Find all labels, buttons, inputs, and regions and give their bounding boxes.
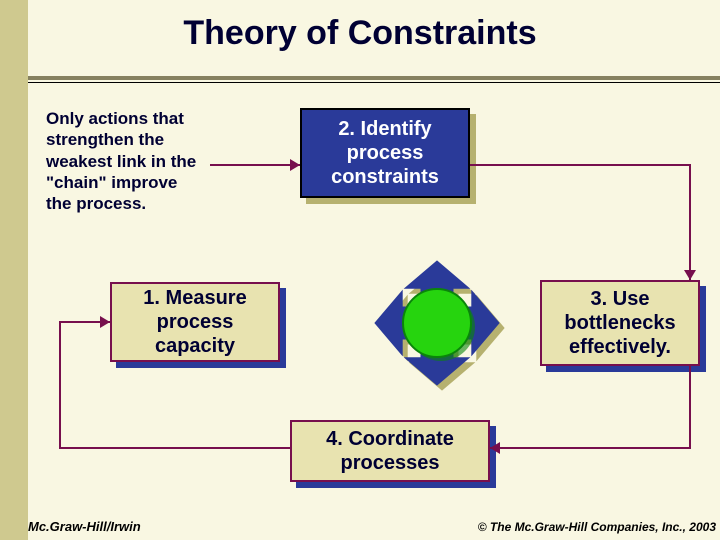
node-2-identify: 2. Identify process constraints	[300, 108, 470, 198]
node-4-label: 4. Coordinate processes	[298, 427, 482, 475]
left-accent-bar	[0, 0, 28, 540]
page-title: Theory of Constraints	[0, 14, 720, 53]
node-1-label: 1. Measure process capacity	[118, 286, 272, 358]
node-4-coordinate: 4. Coordinate processes	[290, 420, 490, 482]
slide: Theory of Constraints Only actions that …	[0, 0, 720, 540]
footer-left: Mc.Graw-Hill/Irwin	[28, 519, 141, 534]
footer-right: © The Mc.Graw-Hill Companies, Inc., 2003	[478, 520, 716, 534]
header-rule-thick	[28, 76, 720, 80]
node-2-label: 2. Identify process constraints	[308, 117, 462, 189]
node-3-label: 3. Use bottlenecks effectively.	[548, 287, 692, 359]
node-3-bottlenecks: 3. Use bottlenecks effectively.	[540, 280, 700, 366]
node-1-measure: 1. Measure process capacity	[110, 282, 280, 362]
header-rule-thin	[28, 82, 720, 83]
caption-text: Only actions that strengthen the weakest…	[46, 108, 206, 214]
